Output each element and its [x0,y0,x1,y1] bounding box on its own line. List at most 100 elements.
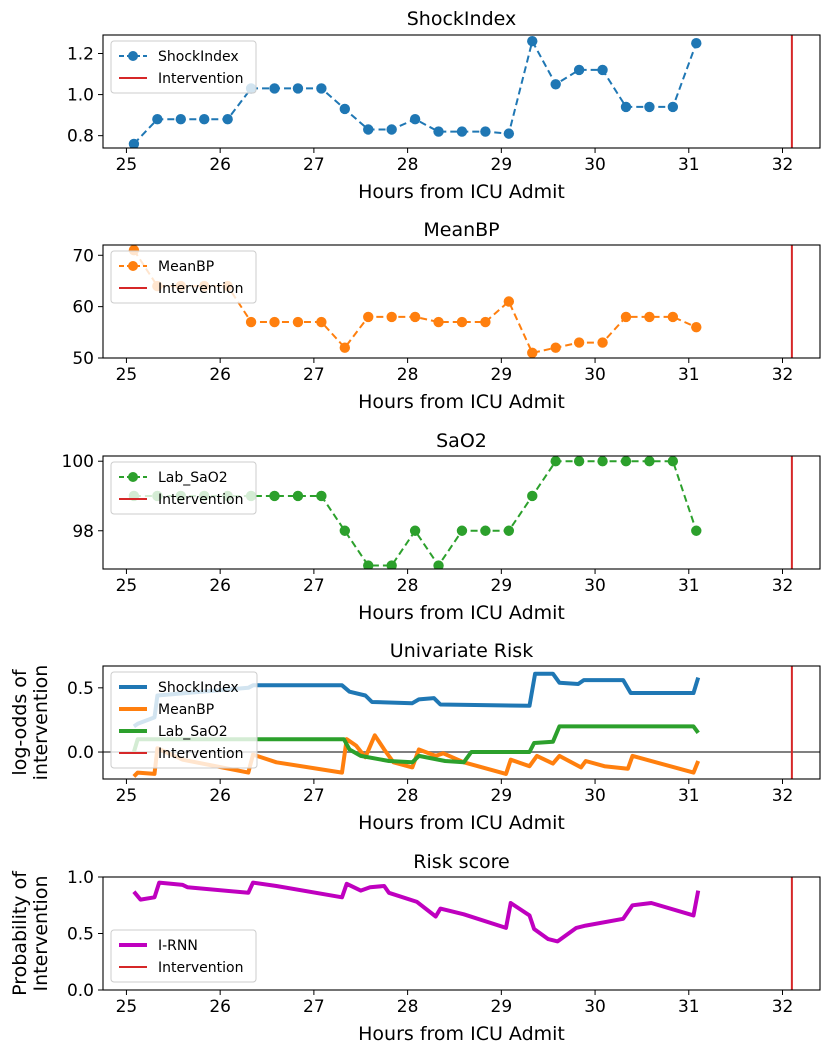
data-point-shockindex [363,124,374,135]
legend-label-lab-sao2: Lab_SaO2 [158,724,228,740]
y-axis-label: Probability ofIntervention [9,870,52,996]
x-tick-label: 27 [303,997,325,1017]
data-point-lab-sao2 [527,490,538,502]
data-point-meanbp [339,342,351,353]
legend-box [110,250,257,304]
x-tick-label: 31 [678,786,700,806]
legend-marker-lab-sao2 [128,472,138,482]
x-tick-label: 26 [209,786,231,806]
x-tick-label: 26 [209,997,231,1017]
data-point-shockindex [199,114,210,125]
x-tick-label: 31 [678,997,700,1017]
chart-title: MeanBP [423,219,499,241]
x-tick-label: 29 [491,365,513,385]
data-point-shockindex [433,126,444,137]
data-point-meanbp [316,316,327,328]
data-point-shockindex [480,126,491,137]
data-point-shockindex [152,114,163,125]
legend-box [110,40,257,94]
data-point-meanbp [269,316,280,328]
x-tick-label: 26 [209,576,231,596]
legend-label-intervention: Intervention [158,746,243,762]
chart-title: SaO2 [436,430,487,452]
data-point-lab-sao2 [573,456,585,467]
data-point-lab-sao2 [339,525,351,536]
y-tick-label: 1.2 [67,44,94,64]
legend: ShockIndex Intervention [110,40,257,94]
series-line-i-rnn [132,880,701,944]
data-point-meanbp [644,311,655,323]
x-tick-label: 31 [678,365,700,385]
data-point-shockindex [667,101,679,113]
legend-label-lab-sao2: Lab_SaO2 [158,470,228,486]
legend: Lab_SaO2 Intervention [110,461,257,515]
data-point-lab-sao2 [644,456,655,467]
data-point-meanbp [527,347,538,358]
y-tick-label: 0.0 [67,981,94,1001]
data-point-meanbp [456,316,468,328]
y-tick-label: 98 [72,522,94,542]
data-point-meanbp [245,316,257,328]
y-tick-label: 0.8 [67,127,94,147]
chart-title: ShockIndex [407,8,516,30]
data-point-shockindex [597,64,608,76]
data-point-shockindex [503,128,515,139]
panel-univariate-risk: Univariate Risk 25 26 27 28 29 30 31 32 0.0 0.5 Hou… [9,640,821,834]
x-tick-label: 31 [678,576,700,596]
legend-marker-meanbp [128,261,138,271]
data-point-lab-sao2 [503,525,515,536]
y-tick-label: 50 [72,349,94,369]
data-point-meanbp [503,296,515,307]
legend-label-meanbp: MeanBP [158,259,214,275]
data-point-shockindex [269,83,280,94]
data-point-meanbp [667,311,679,323]
legend-box [110,461,257,515]
data-point-meanbp [691,321,702,333]
data-point-shockindex [292,83,304,94]
x-tick-label: 30 [584,155,606,175]
x-tick-label: 32 [772,155,794,175]
y-tick-label: 1.0 [67,86,94,106]
axes-frame [102,455,821,570]
y-axis-label-line: Intervention [30,876,52,992]
panel-shockindex: ShockIndex 25 26 27 28 29 30 31 32 0.8 1.0 1.2 Hours… [67,8,821,203]
y-tick-label: 60 [72,298,94,318]
x-axis-label: Hours from ICU Admit [358,391,565,413]
data-point-shockindex [128,138,140,148]
axes-frame [102,665,821,780]
x-tick-label: 28 [397,786,419,806]
data-point-meanbp [550,342,561,353]
data-point-lab-sao2 [480,525,491,536]
legend: I-RNN Intervention [110,929,257,983]
legend-label-intervention: Intervention [158,960,243,976]
x-tick-label: 27 [303,576,325,596]
data-point-shockindex [620,101,632,113]
x-tick-label: 28 [397,365,419,385]
y-tick-label: 1.0 [67,868,94,888]
y-axis-label-line: Probability of [9,870,31,996]
data-point-meanbp [480,316,491,328]
y-axis-label: log-odds ofintervention [9,665,52,781]
x-tick-label: 32 [772,576,794,596]
x-axis-label: Hours from ICU Admit [358,181,565,203]
legend-marker-shockindex [128,51,138,61]
x-tick-label: 29 [491,155,513,175]
data-point-lab-sao2 [667,456,679,467]
plot-area [132,877,793,990]
y-axis-label-line: log-odds of [9,668,31,775]
x-tick-label: 31 [678,155,700,175]
x-tick-label: 27 [303,155,325,175]
x-tick-label: 28 [397,155,419,175]
data-point-lab-sao2 [597,456,608,467]
y-tick-label: 0.0 [67,743,94,763]
legend-label-intervention: Intervention [158,492,243,508]
data-point-lab-sao2 [456,525,468,536]
y-tick-label: 0.5 [67,679,94,699]
x-axis-label: Hours from ICU Admit [358,812,565,834]
x-tick-label: 29 [491,576,513,596]
chart-title: Risk score [413,851,509,873]
x-tick-label: 30 [584,997,606,1017]
data-point-lab-sao2 [620,456,632,467]
panel-meanbp: MeanBP 25 26 27 28 29 30 31 32 50 60 70 Hours from I… [72,219,821,413]
data-point-meanbp [597,337,608,348]
